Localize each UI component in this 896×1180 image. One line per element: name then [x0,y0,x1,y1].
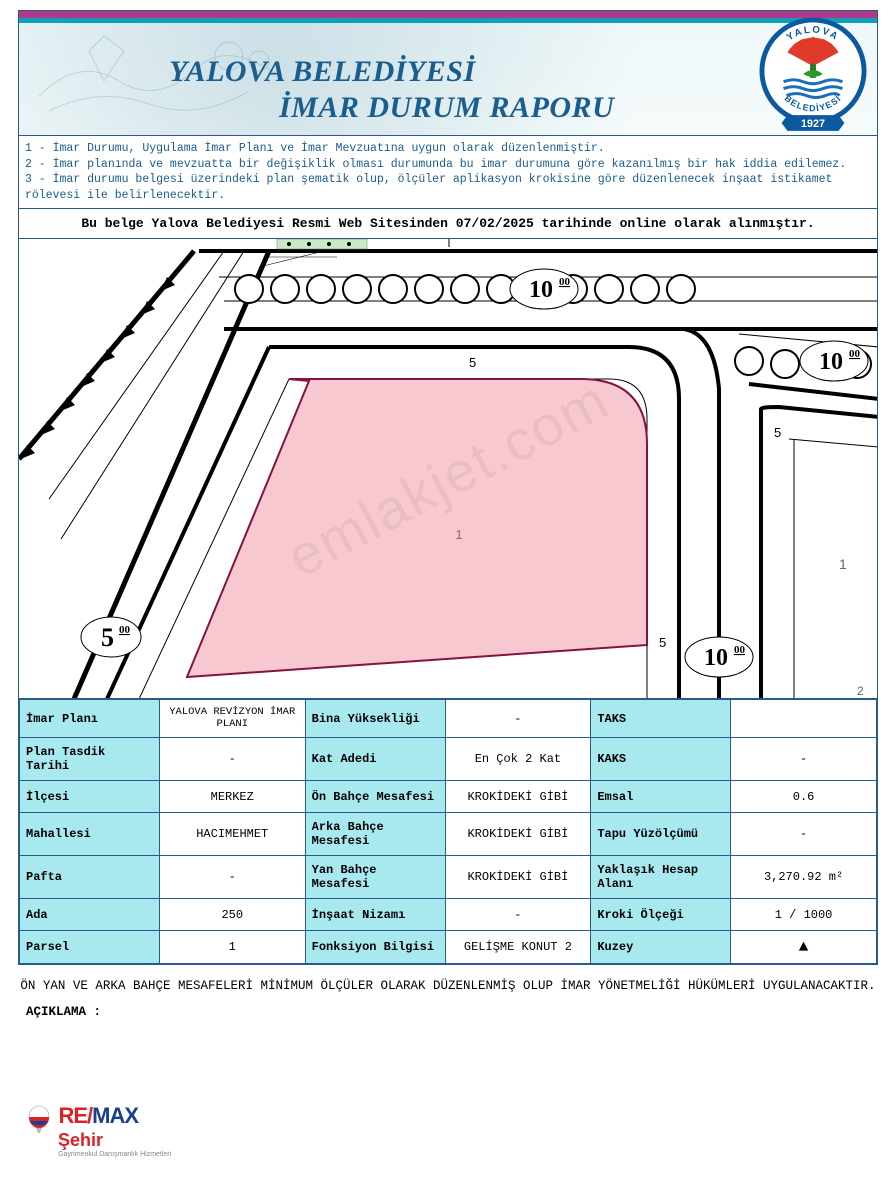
note-2: 2 - İmar planında ve mevzuatta bir değiş… [25,157,871,173]
cell-value: - [445,700,591,738]
cell-label: KAKS [591,738,731,781]
cell-label: İlçesi [20,781,160,813]
table-row: Parsel1Fonksiyon BilgisiGELİŞME KONUT 2K… [20,931,877,964]
stripe-magenta [19,11,877,18]
svg-text:00: 00 [849,348,861,360]
setback-neighbor: 5 [774,425,781,440]
cell-label: Kroki Ölçeği [591,899,731,931]
cell-label: Yan Bahçe Mesafesi [305,856,445,899]
cell-value: MERKEZ [159,781,305,813]
cell-value: 3,270.92 m² [731,856,877,899]
cell-value: 250 [159,899,305,931]
footer-note: ÖN YAN VE ARKA BAHÇE MESAFELERİ MİNİMUM … [18,979,878,993]
online-receipt-notice: Bu belge Yalova Belediyesi Resmi Web Sit… [19,209,877,239]
cell-value: - [445,899,591,931]
dim-top: 10 00 [510,269,578,309]
note-1: 1 - İmar Durumu, Uygulama İmar Planı ve … [25,141,871,157]
title-line-1: YALOVA BELEDİYESİ [169,55,476,89]
cell-value: - [159,856,305,899]
secondary-label: 2 [857,684,864,698]
cell-label: Yaklaşık Hesap Alanı [591,856,731,899]
brand-sub: Şehir [58,1130,171,1151]
svg-text:10: 10 [819,349,843,375]
brand-name: RE/MAX [58,1103,138,1128]
table-row: İmar PlanıYALOVA REVİZYON İMAR PLANIBina… [20,700,877,738]
parcel-number: 1 [455,527,462,542]
cell-value: ▲ [731,931,877,964]
svg-text:00: 00 [119,624,131,636]
cell-label: Tapu Yüzölçümü [591,813,731,856]
cell-label: Arka Bahçe Mesafesi [305,813,445,856]
brand-tagline: Gayrimenkul Danışmanlık Hizmetleri [58,1151,171,1158]
cell-value: 1 / 1000 [731,899,877,931]
cell-label: Emsal [591,781,731,813]
cell-label: Kuzey [591,931,731,964]
dim-left: 5 00 [81,617,141,657]
svg-text:00: 00 [734,644,746,656]
cell-label: Parsel [20,931,160,964]
neighbor-parcel-number: 1 [839,556,847,572]
table-row: MahallesiHACIMEHMETArka Bahçe MesafesiKR… [20,813,877,856]
balloon-icon [24,1104,54,1134]
cell-label: Pafta [20,856,160,899]
logo-year: 1927 [801,118,825,130]
table-row: Ada250İnşaat Nizamı-Kroki Ölçeği1 / 1000 [20,899,877,931]
info-table: İmar PlanıYALOVA REVİZYON İMAR PLANIBina… [19,699,877,964]
header-banner: YALOVA BELEDİYESİ İMAR DURUM RAPORU YALO… [19,11,877,136]
cell-label: Bina Yüksekliği [305,700,445,738]
cell-value: KROKİDEKİ GİBİ [445,781,591,813]
cell-value: GELİŞME KONUT 2 [445,931,591,964]
cell-label: İmar Planı [20,700,160,738]
svg-text:5: 5 [101,623,114,652]
cell-label: TAKS [591,700,731,738]
note-3: 3 - İmar durumu belgesi üzerindeki plan … [25,172,871,203]
title-line-2: İMAR DURUM RAPORU [279,91,614,125]
cell-value: - [731,813,877,856]
cell-label: Ön Bahçe Mesafesi [305,781,445,813]
aciklama-label: AÇIKLAMA : [18,1005,878,1019]
stripe-teal [19,18,877,23]
cell-label: Kat Adedi [305,738,445,781]
notice-text: Bu belge Yalova Belediyesi Resmi Web Sit… [81,216,814,231]
cell-label: Plan Tasdik Tarihi [20,738,160,781]
cell-value: 1 [159,931,305,964]
cell-value: - [159,738,305,781]
setback-right: 5 [659,635,666,650]
cell-label: Fonksiyon Bilgisi [305,931,445,964]
setback-top: 5 [469,355,476,370]
cell-label: Mahallesi [20,813,160,856]
municipality-logo: YALOVA BELEDİYESİ [759,17,867,136]
cell-label: Ada [20,899,160,931]
table-row: İlçesiMERKEZÖn Bahçe MesafesiKROKİDEKİ G… [20,781,877,813]
cell-value: KROKİDEKİ GİBİ [445,813,591,856]
svg-text:10: 10 [704,645,728,671]
cell-value: - [731,738,877,781]
table-row: Plan Tasdik Tarihi-Kat AdediEn Çok 2 Kat… [20,738,877,781]
table-row: Pafta-Yan Bahçe MesafesiKROKİDEKİ GİBİYa… [20,856,877,899]
cell-value: KROKİDEKİ GİBİ [445,856,591,899]
plan-sketch: 1 2 1 5 5 5 [19,239,877,699]
document-frame: YALOVA BELEDİYESİ İMAR DURUM RAPORU YALO… [18,10,878,965]
dim-right-top: 10 00 [800,341,868,381]
cell-value [731,700,877,738]
cell-label: İnşaat Nizamı [305,899,445,931]
dim-mid-right: 10 00 [685,637,753,677]
cell-value: En Çok 2 Kat [445,738,591,781]
svg-text:00: 00 [559,276,571,288]
cell-value: YALOVA REVİZYON İMAR PLANI [159,700,305,738]
brand-logo: RE/MAX Şehir Gayrimenkul Danışmanlık Hiz… [24,1103,171,1158]
legal-notes: 1 - İmar Durumu, Uygulama İmar Planı ve … [19,136,877,209]
svg-text:10: 10 [529,277,553,303]
cell-value: HACIMEHMET [159,813,305,856]
cell-value: 0.6 [731,781,877,813]
